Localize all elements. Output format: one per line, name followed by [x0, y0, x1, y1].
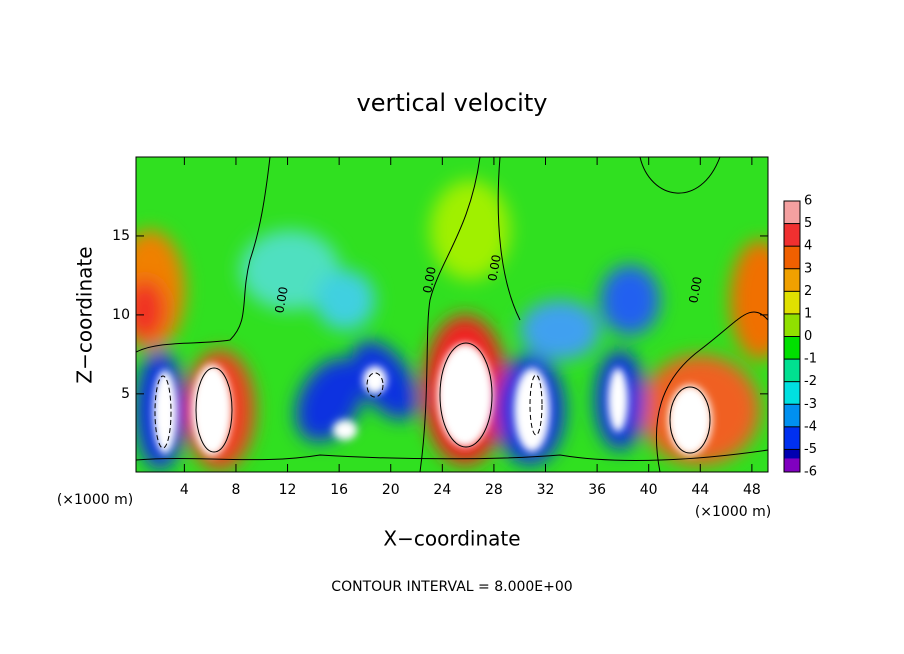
x-tick-label: 36 [588, 482, 606, 498]
x-tick-label: 16 [330, 482, 348, 498]
x-axis-label: X−coordinate [383, 527, 520, 551]
y-axis-label: Z−coordinate [73, 246, 97, 383]
field [136, 157, 768, 472]
x-tick-label: 44 [691, 482, 709, 498]
colorbar-cap [784, 458, 800, 472]
colorbar-tick-label: 1 [804, 306, 812, 321]
x-tick-label: 32 [537, 482, 555, 498]
x-tick-label: 24 [433, 482, 451, 498]
colorbar-tick-label: 3 [804, 261, 812, 276]
x-tick-label: 48 [743, 482, 761, 498]
x-tick-label: 12 [279, 482, 297, 498]
colorbar-tick-label: -1 [804, 352, 817, 367]
x-tick-label: 8 [231, 482, 240, 498]
colorbar-tick-label: -3 [804, 397, 817, 412]
colorbar-segment [784, 201, 800, 224]
colorbar-segment [784, 426, 800, 450]
x-unit-label: (×1000 m) [695, 504, 771, 520]
x-unit-label: (×1000 m) [57, 492, 133, 508]
colorbar-segment [784, 246, 800, 269]
colorbar-segment [784, 336, 800, 360]
contour-label: 0.00 [420, 266, 438, 295]
colorbar-tick-label: 4 [804, 239, 812, 254]
x-tick-label: 28 [485, 482, 503, 498]
colorbar-segment [784, 268, 800, 292]
y-tick-label: 15 [112, 228, 130, 244]
colorbar-segment [784, 359, 800, 382]
contour-label: 0.00 [686, 276, 704, 305]
colorbar-segment [784, 381, 800, 405]
colorbar-tick-label: -2 [804, 374, 817, 389]
colorbar-segment [784, 223, 800, 247]
x-tick-label: 4 [180, 482, 189, 498]
x-tick-label: 20 [382, 482, 400, 498]
colorbar-tick-label: -4 [804, 419, 817, 434]
colorbar-tick-label: -6 [804, 465, 817, 480]
colorbar-segment [784, 291, 800, 314]
y-tick-label: 5 [121, 386, 130, 402]
x-tick-label: 40 [640, 482, 658, 498]
colorbar-tick-label: 0 [804, 329, 812, 344]
contour-label: 0.00 [272, 286, 290, 315]
footer: CONTOUR INTERVAL = 8.000E+00 [331, 579, 572, 595]
colorbar-tick-label: -5 [804, 442, 817, 457]
contour-label: 0.00 [485, 254, 503, 283]
chart-title: vertical velocity [357, 89, 548, 117]
y-tick-label: 10 [112, 307, 130, 323]
colorbar-tick-label: 5 [804, 216, 812, 231]
colorbar-segment [784, 313, 800, 337]
colorbar-tick-label: 6 [804, 194, 812, 209]
colorbar-segment [784, 404, 800, 427]
colorbar-tick-label: 2 [804, 284, 812, 299]
